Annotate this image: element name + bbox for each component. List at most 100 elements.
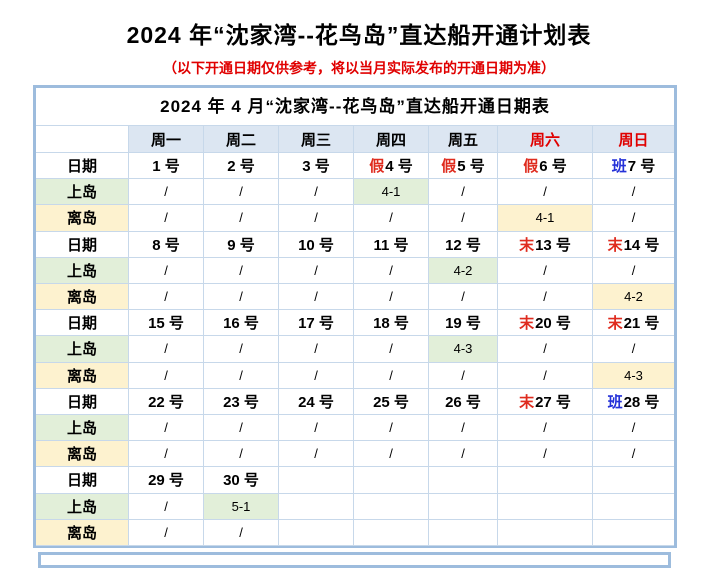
row-label-leave-island: 离岛 (36, 441, 129, 468)
leave-island-cell: / (498, 362, 593, 389)
leave-island-cell: / (593, 441, 674, 468)
date-cell: 25 号 (354, 388, 429, 415)
to-island-cell: / (204, 415, 279, 442)
to-island-cell: / (129, 493, 204, 520)
weekday-header-cell: 周五 (429, 126, 498, 153)
leave-island-cell (279, 519, 354, 546)
date-cell (593, 467, 674, 494)
to-island-cell (593, 493, 674, 520)
date-cell (354, 467, 429, 494)
date-cell: 11 号 (354, 231, 429, 258)
table-month-title: 2024 年 4 月“沈家湾--花鸟岛”直达船开通日期表 (36, 88, 674, 126)
leave-island-cell: / (429, 284, 498, 311)
date-cell: 24 号 (279, 388, 354, 415)
leave-island-cell: / (204, 519, 279, 546)
date-cell: 19 号 (429, 310, 498, 337)
to-island-cell (429, 493, 498, 520)
april-schedule-table: 2024 年 4 月“沈家湾--花鸟岛”直达船开通日期表 周一 周二 周三 周四 周五周… (33, 85, 677, 548)
to-island-cell: 4-2 (429, 257, 498, 284)
date-cell: 18 号 (354, 310, 429, 337)
date-cell: 23 号 (204, 388, 279, 415)
leave-island-cell: / (354, 441, 429, 468)
leave-island-cell: / (429, 362, 498, 389)
row-label-leave-island: 离岛 (36, 519, 129, 546)
date-cell: 15 号 (129, 310, 204, 337)
row-label-date: 日期 (36, 153, 129, 180)
weekday-header-cell: 周一 (129, 126, 204, 153)
date-cell: 29 号 (129, 467, 204, 494)
to-island-cell: / (204, 336, 279, 363)
date-cell: 末 14 号 (593, 231, 674, 258)
workday-marker: 班 (607, 393, 623, 411)
date-cell: 班 28 号 (593, 388, 674, 415)
to-island-cell: / (429, 415, 498, 442)
table-corner-cell (36, 126, 129, 153)
weekday-header-cell: 周四 (354, 126, 429, 153)
holiday-marker: 假 (523, 158, 539, 176)
holiday-marker: 末 (519, 315, 535, 333)
leave-island-cell: / (279, 362, 354, 389)
leave-island-cell: / (354, 205, 429, 232)
date-cell: 末 27 号 (498, 388, 593, 415)
leave-island-cell (498, 519, 593, 546)
leave-island-cell: 4-3 (593, 362, 674, 389)
row-label-date: 日期 (36, 310, 129, 337)
leave-island-cell: / (204, 205, 279, 232)
leave-island-cell: / (129, 205, 204, 232)
weekday-header-cell: 周三 (279, 126, 354, 153)
next-month-table-edge (38, 552, 671, 568)
date-cell: 8 号 (129, 231, 204, 258)
to-island-cell (354, 493, 429, 520)
leave-island-cell: / (354, 284, 429, 311)
leave-island-cell: 4-1 (498, 205, 593, 232)
to-island-cell: / (593, 415, 674, 442)
to-island-cell: / (498, 257, 593, 284)
date-cell (498, 467, 593, 494)
row-label-leave-island: 离岛 (36, 205, 129, 232)
leave-island-cell: / (204, 284, 279, 311)
leave-island-cell: / (129, 362, 204, 389)
to-island-cell: / (498, 415, 593, 442)
weekday-header-cell: 周六 (498, 126, 593, 153)
to-island-cell: / (354, 336, 429, 363)
leave-island-cell: / (204, 441, 279, 468)
to-island-cell: 4-3 (429, 336, 498, 363)
to-island-cell: / (498, 336, 593, 363)
weekday-header-cell: 周二 (204, 126, 279, 153)
page-title: 2024 年“沈家湾--花鸟岛”直达船开通计划表 (126, 22, 592, 48)
to-island-cell: 5-1 (204, 493, 279, 520)
holiday-marker: 末 (607, 315, 623, 333)
date-cell: 2 号 (204, 153, 279, 180)
date-cell: 10 号 (279, 231, 354, 258)
date-cell: 30 号 (204, 467, 279, 494)
leave-island-cell (429, 519, 498, 546)
date-cell: 末 21 号 (593, 310, 674, 337)
date-cell (429, 467, 498, 494)
leave-island-cell: / (279, 441, 354, 468)
date-cell: 1 号 (129, 153, 204, 180)
row-label-date: 日期 (36, 388, 129, 415)
to-island-cell (279, 493, 354, 520)
row-label-leave-island: 离岛 (36, 362, 129, 389)
to-island-cell: / (279, 257, 354, 284)
leave-island-cell: / (429, 205, 498, 232)
row-label-to-island: 上岛 (36, 415, 129, 442)
leave-island-cell: / (129, 519, 204, 546)
leave-island-cell: / (204, 362, 279, 389)
holiday-marker: 假 (369, 158, 385, 176)
to-island-cell: / (279, 415, 354, 442)
to-island-cell: / (129, 257, 204, 284)
row-label-date: 日期 (36, 231, 129, 258)
date-cell: 26 号 (429, 388, 498, 415)
to-island-cell: / (593, 179, 674, 206)
row-label-to-island: 上岛 (36, 493, 129, 520)
leave-island-cell: / (129, 284, 204, 311)
row-label-to-island: 上岛 (36, 179, 129, 206)
leave-island-cell: / (279, 205, 354, 232)
leave-island-cell (354, 519, 429, 546)
